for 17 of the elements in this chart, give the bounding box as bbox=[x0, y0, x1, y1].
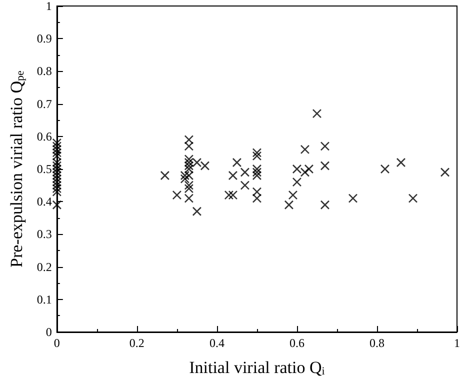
y-tick-label: 0.8 bbox=[36, 64, 52, 78]
x-tick-label: 0.2 bbox=[129, 336, 144, 350]
x-tick-label: 0.4 bbox=[209, 336, 224, 350]
y-tick-label: 0 bbox=[46, 325, 52, 339]
x-tick-label: 0.6 bbox=[289, 336, 304, 350]
y-tick-label: 0.3 bbox=[36, 227, 52, 242]
y-tick-label: 0.2 bbox=[36, 260, 52, 274]
y-tick-label: 0.1 bbox=[36, 292, 52, 306]
y-axis-title: Pre-expulsion virial ratio Qpe bbox=[7, 70, 26, 268]
y-tick-label: 0.7 bbox=[36, 96, 52, 111]
y-tick-label: 0.9 bbox=[36, 32, 52, 46]
x-tick-label: 0.8 bbox=[369, 336, 384, 350]
y-tick-label: 0.5 bbox=[36, 162, 52, 176]
y-tick-label: 0.4 bbox=[36, 194, 52, 209]
x-tick-label: 1 bbox=[454, 336, 460, 350]
y-tick-label: 1 bbox=[46, 0, 52, 13]
y-tick-label: 0.6 bbox=[36, 129, 52, 144]
